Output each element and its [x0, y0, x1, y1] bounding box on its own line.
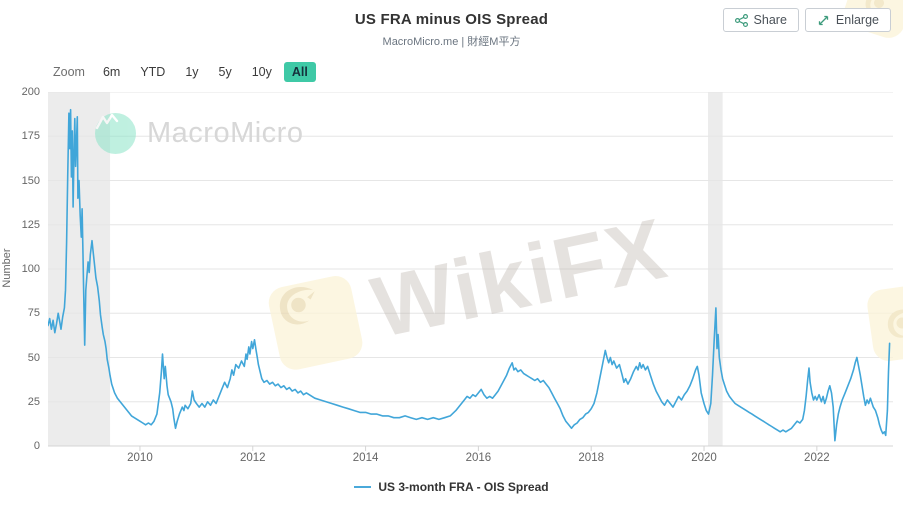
- range-toolbar: Zoom 6m YTD 1y 5y 10y All: [53, 62, 316, 82]
- range-button-10y[interactable]: 10y: [244, 62, 280, 82]
- share-button[interactable]: Share: [722, 8, 799, 32]
- y-tick-label: 75: [27, 307, 40, 320]
- y-tick-label: 100: [21, 263, 40, 275]
- y-tick-label: 50: [27, 351, 40, 364]
- enlarge-button-label: Enlarge: [835, 13, 879, 27]
- page-title: US FRA minus OIS Spread: [354, 11, 549, 28]
- x-tick-label: 2020: [691, 452, 717, 464]
- x-tick-label: 2012: [239, 452, 266, 464]
- range-buttons: 6m YTD 1y 5y 10y All: [95, 62, 316, 82]
- legend-item[interactable]: US 3-month FRA - OIS Spread: [354, 480, 549, 494]
- chart-legend: US 3-month FRA - OIS Spread: [0, 480, 903, 494]
- share-icon: [734, 13, 748, 27]
- range-button-all[interactable]: All: [283, 62, 316, 82]
- enlarge-button[interactable]: Enlarge: [804, 8, 891, 32]
- legend-line-swatch: [354, 486, 372, 488]
- x-tick-label: 2016: [465, 452, 492, 464]
- legend-label: US 3-month FRA - OIS Spread: [378, 480, 549, 494]
- y-tick-label: 200: [21, 86, 40, 98]
- x-tick-label: 2010: [127, 452, 153, 464]
- series-line: [48, 108, 891, 442]
- chart-subtitle: MacroMicro.me | 財經M平方: [382, 36, 521, 48]
- chart-line-layer: [48, 108, 891, 442]
- y-tick-label: 150: [21, 174, 40, 187]
- range-button-1y[interactable]: 1y: [177, 62, 206, 82]
- header-actions: Share Enlarge: [722, 8, 891, 32]
- x-tick-label: 2014: [352, 452, 379, 464]
- zoom-label: Zoom: [53, 65, 85, 79]
- y-tick-label: 0: [33, 440, 40, 452]
- x-tick-label: 2018: [578, 452, 604, 464]
- y-tick-label: 175: [21, 130, 40, 143]
- range-button-6m[interactable]: 6m: [95, 62, 128, 82]
- y-tick-label: 125: [21, 218, 40, 231]
- range-button-ytd[interactable]: YTD: [132, 62, 173, 82]
- x-tick-label: 2022: [804, 452, 830, 464]
- plot-area[interactable]: MacroMicro WikiFX: [48, 92, 893, 452]
- range-button-5y[interactable]: 5y: [211, 62, 240, 82]
- y-tick-label: 25: [27, 395, 40, 408]
- share-button-label: Share: [753, 13, 787, 27]
- enlarge-icon: [817, 14, 830, 27]
